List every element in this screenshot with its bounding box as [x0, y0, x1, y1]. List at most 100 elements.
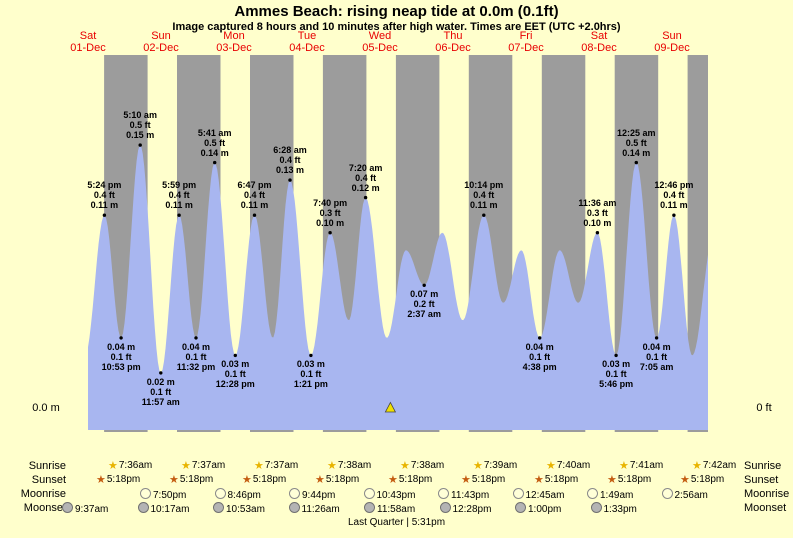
moon-phase-footer: Last Quarter | 5:31pm	[347, 517, 446, 528]
sunset-time: 5:18pm	[398, 474, 433, 485]
tide-extreme-dot	[233, 353, 237, 358]
day-label: Fri 07-Dec	[508, 30, 544, 54]
moonset-time: 11:26am	[301, 504, 340, 515]
sunrise-row-label-left: Sunrise	[28, 460, 66, 472]
moonrise-time: 2:56am	[674, 490, 708, 501]
moonset-moon-icon	[62, 502, 73, 513]
moonrise-entry: 7:50pm	[140, 488, 186, 502]
moonset-time: 10:53am	[226, 504, 265, 515]
moonset-time: 9:37am	[75, 504, 109, 515]
moonset-moon-icon	[439, 502, 451, 513]
sunrise-star-icon: ★	[692, 460, 702, 472]
sunset-time: 5:18pm	[106, 474, 141, 485]
tide-extreme-dot	[159, 371, 163, 375]
sunset-row-label-left: Sunset	[31, 474, 66, 486]
sunset-entry: ★5:18pm	[680, 474, 724, 486]
sunset-entry: ★5:18pm	[388, 474, 432, 486]
moonset-moon-icon	[590, 502, 602, 513]
sunset-star-icon: ★	[680, 474, 690, 486]
sunrise-star-icon: ★	[108, 460, 118, 472]
sunrise-star-icon: ★	[546, 460, 556, 472]
day-label: Thu 06-Dec	[435, 30, 471, 54]
tide-extreme-dot	[119, 336, 123, 340]
sunrise-time: 7:38am	[337, 460, 372, 471]
moonrise-time: 7:50pm	[153, 490, 187, 501]
sunset-star-icon: ★	[534, 474, 544, 486]
sunset-entry: ★5:18pm	[607, 474, 651, 486]
page-title: Ammes Beach: rising neap tide at 0.0m (0…	[234, 3, 559, 20]
sunset-entry: ★5:18pm	[315, 474, 359, 486]
moonrise-entry: 12:45am	[512, 488, 565, 502]
sunrise-star-icon: ★	[181, 460, 191, 472]
moonrise-moon-icon	[438, 488, 449, 499]
tide-extreme-dot	[309, 353, 313, 358]
moonrise-entry: 1:49am	[587, 488, 633, 502]
tide-extreme-dot	[595, 231, 600, 235]
sunrise-time: 7:42am	[702, 460, 737, 471]
sunset-entry: ★5:18pm	[242, 474, 286, 486]
moonset-moon-icon	[288, 502, 300, 513]
sunset-star-icon: ★	[388, 474, 398, 486]
sunrise-time: 7:39am	[483, 460, 518, 471]
high-tide-annotation: 5:41 am 0.5 ft 0.14 m	[197, 127, 232, 158]
moonset-row-label-left: Moonset	[23, 502, 66, 514]
high-tide-annotation: 12:25 am 0.5 ft 0.14 m	[617, 127, 656, 158]
tide-extreme-dot	[177, 213, 181, 217]
sunset-entry: ★5:18pm	[461, 474, 505, 486]
sunset-row-label-right: Sunset	[744, 474, 779, 486]
moonset-entry: 12:28pm	[439, 502, 491, 516]
tide-extreme-dot	[288, 178, 292, 182]
moonrise-time: 1:49am	[600, 490, 634, 501]
tide-extreme-dot	[194, 336, 198, 340]
low-tide-annotation: 0.02 m 0.1 ft 11:57 am	[141, 376, 180, 407]
sunrise-row-label-right: Sunrise	[744, 460, 782, 472]
low-tide-annotation: 0.03 m 0.1 ft 12:28 pm	[215, 359, 255, 390]
sunrise-time: 7:38am	[410, 460, 445, 471]
tide-extreme-dot	[213, 160, 217, 165]
high-tide-annotation: 7:20 am 0.4 ft 0.12 m	[348, 162, 383, 193]
moonset-time: 10:17am	[150, 504, 190, 515]
moonset-moon-icon	[364, 502, 375, 513]
sunset-time: 5:18pm	[617, 474, 652, 485]
tide-extreme-dot	[102, 213, 107, 217]
sunrise-entry: ★7:40am	[546, 460, 590, 472]
sunset-star-icon: ★	[461, 474, 471, 486]
moonrise-time: 9:44pm	[302, 490, 336, 501]
sunset-star-icon: ★	[315, 474, 325, 486]
sunset-time: 5:18pm	[544, 474, 579, 485]
current-time-marker-icon	[384, 401, 397, 413]
sunrise-entry: ★7:38am	[400, 460, 444, 472]
day-label: Sun 02-Dec	[143, 30, 179, 54]
high-tide-annotation: 6:47 pm 0.4 ft 0.11 m	[237, 180, 272, 211]
high-tide-annotation: 12:46 pm 0.4 ft 0.11 m	[654, 180, 694, 211]
moonrise-moon-icon	[214, 488, 226, 499]
high-tide-annotation: 5:59 pm 0.4 ft 0.11 m	[162, 180, 197, 211]
moonrise-row-label-left: Moonrise	[20, 488, 66, 500]
page-subtitle: Image captured 8 hours and 10 minutes af…	[172, 21, 621, 33]
high-tide-annotation: 10:14 pm 0.4 ft 0.11 m	[464, 180, 504, 211]
moonrise-row-label-right: Moonrise	[744, 488, 790, 500]
moonrise-moon-icon	[587, 488, 598, 499]
sunrise-time: 7:36am	[118, 460, 153, 471]
moonrise-time: 8:46pm	[227, 490, 261, 501]
low-tide-annotation: 0.07 m 0.2 ft 2:37 am	[407, 289, 441, 320]
low-tide-annotation: 0.03 m 0.1 ft 1:21 pm	[293, 359, 328, 390]
moonrise-entry: 2:56am	[661, 488, 708, 502]
sunrise-time: 7:37am	[264, 460, 299, 471]
moonset-entry: 11:26am	[288, 502, 340, 516]
sunset-star-icon: ★	[242, 474, 252, 486]
sunrise-entry: ★7:37am	[254, 460, 298, 472]
moonset-entry: 1:00pm	[515, 502, 561, 516]
low-tide-annotation: 0.04 m 0.1 ft 10:53 pm	[101, 341, 141, 372]
moonrise-moon-icon	[661, 488, 673, 499]
tide-extreme-dot	[252, 213, 257, 217]
moonrise-time: 12:45am	[525, 490, 565, 501]
sunrise-star-icon: ★	[400, 460, 410, 472]
sunrise-entry: ★7:38am	[327, 460, 371, 472]
sunset-time: 5:18pm	[471, 474, 506, 485]
sunset-entry: ★5:18pm	[534, 474, 578, 486]
moonset-entry: 11:58am	[364, 502, 415, 516]
moonrise-moon-icon	[140, 488, 151, 499]
sunrise-star-icon: ★	[327, 460, 337, 472]
